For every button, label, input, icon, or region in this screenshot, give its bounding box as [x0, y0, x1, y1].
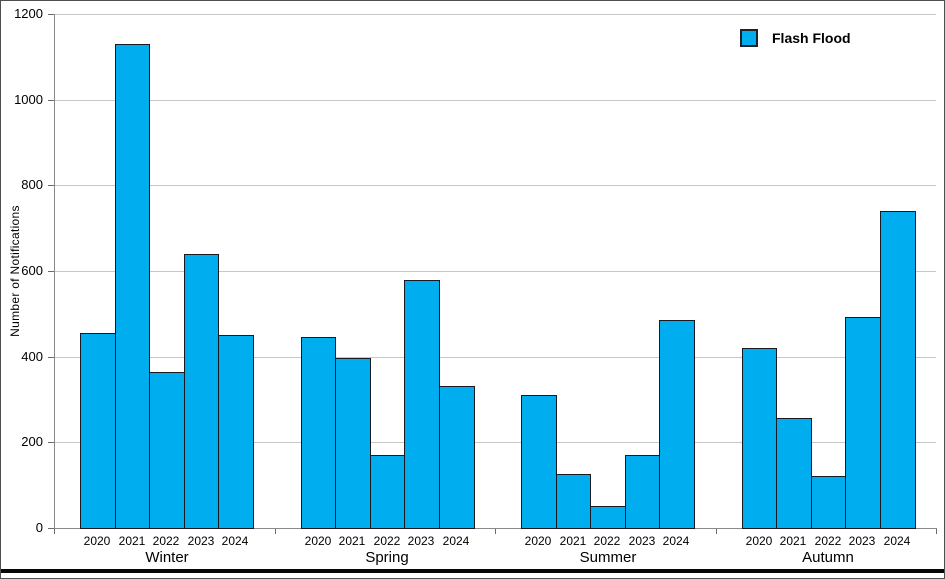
season-label-winter: Winter	[145, 549, 189, 566]
year-label-summer-2023: 2023	[628, 534, 656, 548]
x-tick-mark-1	[275, 529, 276, 534]
season-label-spring: Spring	[365, 549, 409, 566]
bar-summer-2020	[521, 395, 557, 529]
bar-autumn-2024	[880, 211, 916, 529]
gridline-1200	[54, 14, 936, 15]
year-label-autumn-2020: 2020	[745, 534, 773, 548]
bar-autumn-2023	[845, 317, 881, 529]
bar-winter-2021	[115, 44, 150, 529]
year-label-autumn-2021: 2021	[779, 534, 807, 548]
y-tick-label-200: 200	[21, 434, 43, 449]
year-label-autumn-2024: 2024	[883, 534, 911, 548]
gridline-400	[54, 357, 936, 358]
gridline-800	[54, 185, 936, 186]
y-tick-label-0: 0	[35, 520, 43, 535]
bar-summer-2021	[556, 474, 591, 529]
season-label-summer: Summer	[579, 549, 637, 566]
year-label-autumn-2022: 2022	[814, 534, 842, 548]
bar-summer-2023	[625, 455, 660, 529]
y-tick-label-800: 800	[21, 177, 43, 192]
year-label-summer-2024: 2024	[662, 534, 690, 548]
year-label-winter-2022: 2022	[152, 534, 180, 548]
year-label-winter-2024: 2024	[221, 534, 249, 548]
bar-winter-2020	[80, 333, 116, 529]
y-tick-mark-400	[48, 357, 54, 358]
x-tick-mark-2	[495, 529, 496, 534]
legend-swatch-icon	[740, 29, 758, 47]
year-label-summer-2022: 2022	[593, 534, 621, 548]
bar-autumn-2022	[811, 476, 846, 529]
bar-winter-2023	[184, 254, 219, 529]
x-tick-mark-3	[716, 529, 717, 534]
bar-spring-2023	[404, 280, 440, 529]
y-tick-mark-1200	[48, 14, 54, 15]
year-label-summer-2020: 2020	[524, 534, 552, 548]
year-label-autumn-2023: 2023	[848, 534, 876, 548]
y-tick-mark-1000	[48, 100, 54, 101]
year-label-spring-2024: 2024	[442, 534, 470, 548]
bar-spring-2024	[439, 386, 475, 529]
season-label-autumn: Autumn	[802, 549, 854, 566]
gridline-200	[54, 442, 936, 443]
year-label-spring-2022: 2022	[373, 534, 401, 548]
gridline-1000	[54, 100, 936, 101]
bar-summer-2024	[659, 320, 695, 529]
year-label-spring-2021: 2021	[338, 534, 366, 548]
y-tick-mark-200	[48, 442, 54, 443]
bar-winter-2024	[218, 335, 254, 529]
bar-autumn-2020	[742, 348, 777, 529]
y-tick-mark-0	[48, 528, 54, 529]
x-tick-mark-4	[936, 529, 937, 534]
y-tick-label-400: 400	[21, 349, 43, 364]
year-label-winter-2020: 2020	[83, 534, 111, 548]
y-tick-mark-800	[48, 185, 54, 186]
year-label-spring-2020: 2020	[304, 534, 332, 548]
x-axis-line	[54, 528, 937, 529]
y-tick-label-1200: 1200	[14, 6, 43, 21]
bar-spring-2020	[301, 337, 336, 529]
bottom-border-rule	[1, 569, 944, 573]
year-label-summer-2021: 2021	[559, 534, 587, 548]
bar-winter-2022	[149, 372, 185, 529]
year-label-winter-2023: 2023	[187, 534, 215, 548]
x-tick-mark-0	[54, 529, 55, 534]
bar-spring-2022	[370, 455, 405, 529]
legend: Flash Flood	[740, 29, 851, 47]
bar-spring-2021	[335, 358, 371, 529]
y-tick-label-600: 600	[21, 263, 43, 278]
y-tick-mark-600	[48, 271, 54, 272]
y-axis-line	[54, 14, 55, 529]
bar-summer-2022	[590, 506, 626, 529]
year-label-spring-2023: 2023	[407, 534, 435, 548]
y-tick-label-1000: 1000	[14, 92, 43, 107]
gridline-600	[54, 271, 936, 272]
year-label-winter-2021: 2021	[118, 534, 146, 548]
bar-autumn-2021	[776, 418, 812, 529]
legend-label: Flash Flood	[772, 30, 851, 46]
